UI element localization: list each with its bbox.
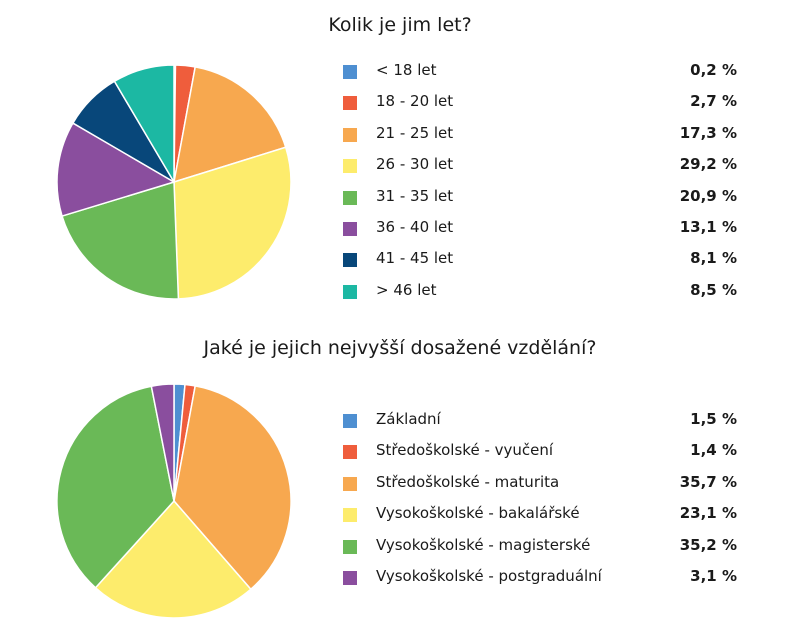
education-slice-5 (150, 383, 175, 502)
education-legend-item: Vysokoškolské - magisterské 35,2 % (343, 535, 737, 566)
education-legend-item: Vysokoškolské - bakalářské 23,1 % (343, 503, 737, 534)
age-legend-value: 17,3 % (679, 123, 737, 142)
age-slice-2 (173, 66, 287, 183)
education-legend-item: Vysokoškolské - postgraduální 3,1 % (343, 566, 737, 597)
age-legend-item: 36 - 40 let 13,1 % (343, 217, 737, 248)
chart-title-age: Kolik je jim let? (328, 14, 472, 36)
education-legend-value: 1,5 % (690, 410, 737, 428)
age-legend-item: < 18 let 0,2 % (343, 60, 737, 91)
age-legend-swatch (343, 190, 357, 205)
age-legend-swatch (343, 253, 357, 268)
education-legend-swatch (343, 476, 357, 491)
age-slice-5 (56, 122, 175, 217)
education-legend-swatch (343, 445, 357, 460)
age-legend-value: 0,2 % (690, 61, 737, 79)
age-legend-swatch (343, 284, 357, 299)
age-legend-item: 26 - 30 let 29,2 % (343, 154, 737, 185)
age-legend-swatch (343, 96, 357, 111)
age-legend-label: 31 - 35 let (376, 186, 454, 205)
age-legend-label: 26 - 30 let (376, 155, 454, 174)
education-legend-value: 35,2 % (679, 535, 737, 554)
age-legend-item: > 46 let 8,5 % (343, 280, 737, 311)
legend-age: < 18 let 0,2 % 18 - 20 let 2,7 % 21 - 25 let… (343, 60, 737, 311)
age-legend-value: 13,1 % (679, 217, 737, 236)
education-legend-value: 35,7 % (679, 472, 737, 491)
education-legend-item: Základní 1,5 % (343, 409, 737, 440)
education-legend-item: Středoškolské - maturita 35,7 % (343, 472, 737, 503)
education-legend-value: 1,4 % (690, 441, 737, 460)
age-legend-label: 36 - 40 let (376, 217, 454, 236)
chart-title-education: Jaké je jejich nejvyšší dosažené vzdělán… (203, 337, 597, 359)
age-legend-value: 20,9 % (679, 186, 737, 205)
age-legend-item: 31 - 35 let 20,9 % (343, 186, 737, 217)
age-legend-value: 2,7 % (690, 92, 737, 111)
education-legend-swatch (343, 508, 357, 523)
education-legend-label: Středoškolské - maturita (376, 472, 560, 491)
age-legend-item: 18 - 20 let 2,7 % (343, 91, 737, 122)
education-slice-2 (173, 385, 292, 590)
age-legend-label: 21 - 25 let (376, 123, 454, 142)
age-legend-swatch (343, 221, 357, 236)
age-legend-item: 41 - 45 let 8,1 % (343, 248, 737, 279)
age-legend-label: 41 - 45 let (376, 249, 454, 268)
age-legend-swatch (343, 65, 357, 79)
education-slice-4 (56, 385, 175, 589)
education-legend-swatch (343, 539, 357, 554)
age-legend-label: > 46 let (376, 280, 437, 299)
education-legend-item: Středoškolské - vyučení 1,4 % (343, 440, 737, 471)
age-legend-item: 21 - 25 let 17,3 % (343, 123, 737, 154)
education-legend-label: Vysokoškolské - magisterské (376, 535, 591, 554)
age-legend-value: 8,5 % (690, 280, 737, 299)
education-legend-swatch (343, 570, 357, 585)
education-legend-label: Vysokoškolské - bakalářské (376, 504, 580, 523)
legend-education: Základní 1,5 % Středoškolské - vyučení 1,4 … (343, 409, 737, 597)
age-legend-swatch (343, 159, 357, 174)
age-legend-value: 29,2 % (679, 155, 737, 174)
education-legend-value: 3,1 % (690, 566, 737, 585)
education-slice-3 (94, 500, 252, 619)
age-slice-3 (173, 146, 292, 300)
pie-chart-age (56, 64, 292, 300)
education-legend-value: 23,1 % (679, 504, 737, 523)
education-legend-label: Středoškolské - vyučení (376, 441, 554, 460)
education-legend-label: Vysokoškolské - postgraduální (376, 566, 602, 585)
age-legend-label: < 18 let (376, 61, 437, 79)
age-legend-value: 8,1 % (690, 249, 737, 268)
age-legend-label: 18 - 20 let (376, 92, 454, 111)
age-legend-swatch (343, 127, 357, 142)
pie-chart-education (56, 383, 292, 619)
age-slice-4 (61, 181, 180, 300)
age-slice-7 (113, 64, 175, 183)
education-legend-swatch (343, 414, 357, 428)
education-legend-label: Základní (376, 410, 441, 428)
